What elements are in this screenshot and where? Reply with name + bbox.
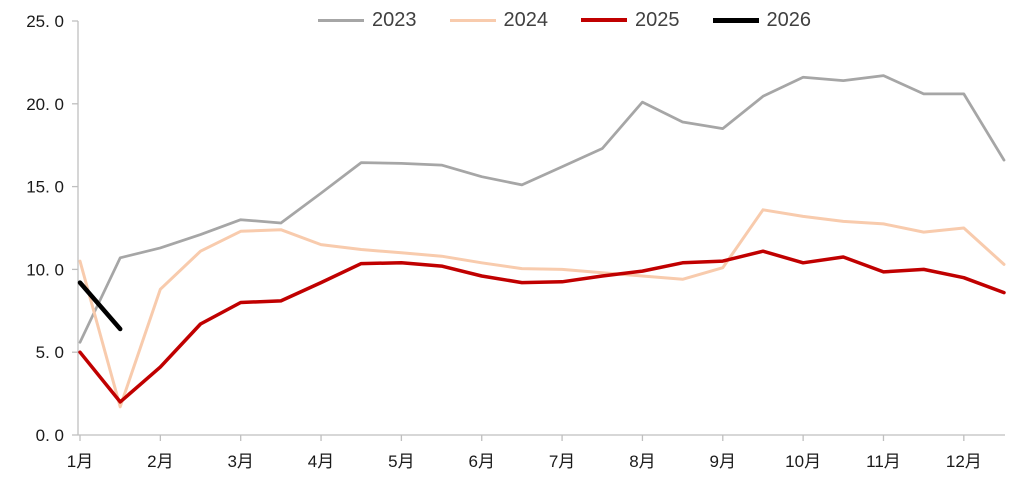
legend-label-2023: 2023 — [372, 9, 417, 31]
x-tick-label: 2月 — [147, 452, 173, 471]
x-tick-label: 9月 — [710, 452, 736, 471]
legend-label-2025: 2025 — [635, 9, 680, 31]
legend-item-2023: 2023 — [318, 8, 417, 32]
y-tick-label: 0. 0 — [36, 426, 64, 445]
legend-line-swatch-2023 — [318, 18, 364, 22]
y-tick-label: 25. 0 — [26, 12, 64, 31]
legend-label-2026: 2026 — [766, 9, 812, 31]
x-tick-label: 11月 — [866, 452, 901, 471]
x-tick-label: 1月 — [67, 452, 93, 471]
x-tick-label: 10月 — [785, 452, 821, 471]
legend-label-2024: 2024 — [503, 9, 549, 31]
y-tick-label: 15. 0 — [26, 178, 64, 197]
y-tick-label: 5. 0 — [36, 343, 64, 362]
series-line-2026 — [77, 280, 123, 332]
x-tick-label: 4月 — [308, 452, 334, 471]
chart-legend: 2023 2024 2025 2026 — [318, 8, 811, 32]
x-tick-label: 8月 — [629, 452, 655, 471]
legend-item-2025: 2025 — [581, 8, 680, 32]
x-tick-label: 3月 — [227, 452, 253, 471]
x-tick-label: 12月 — [946, 452, 982, 471]
x-tick-label: 6月 — [469, 452, 495, 471]
y-tick-label: 20. 0 — [26, 95, 64, 114]
legend-item-2024: 2024 — [449, 8, 549, 32]
series-line-2023 — [78, 74, 1006, 344]
x-tick-label: 5月 — [388, 452, 414, 471]
legend-line-swatch-2025 — [581, 18, 627, 22]
legend-line-swatch-2024 — [449, 18, 496, 22]
legend-item-2026: 2026 — [712, 8, 812, 32]
series-line-2025 — [78, 249, 1006, 404]
series-line-2024 — [78, 208, 1006, 409]
legend-line-swatch-2026 — [712, 17, 759, 23]
y-tick-label: 10. 0 — [26, 260, 64, 279]
x-tick-label: 7月 — [549, 452, 575, 471]
